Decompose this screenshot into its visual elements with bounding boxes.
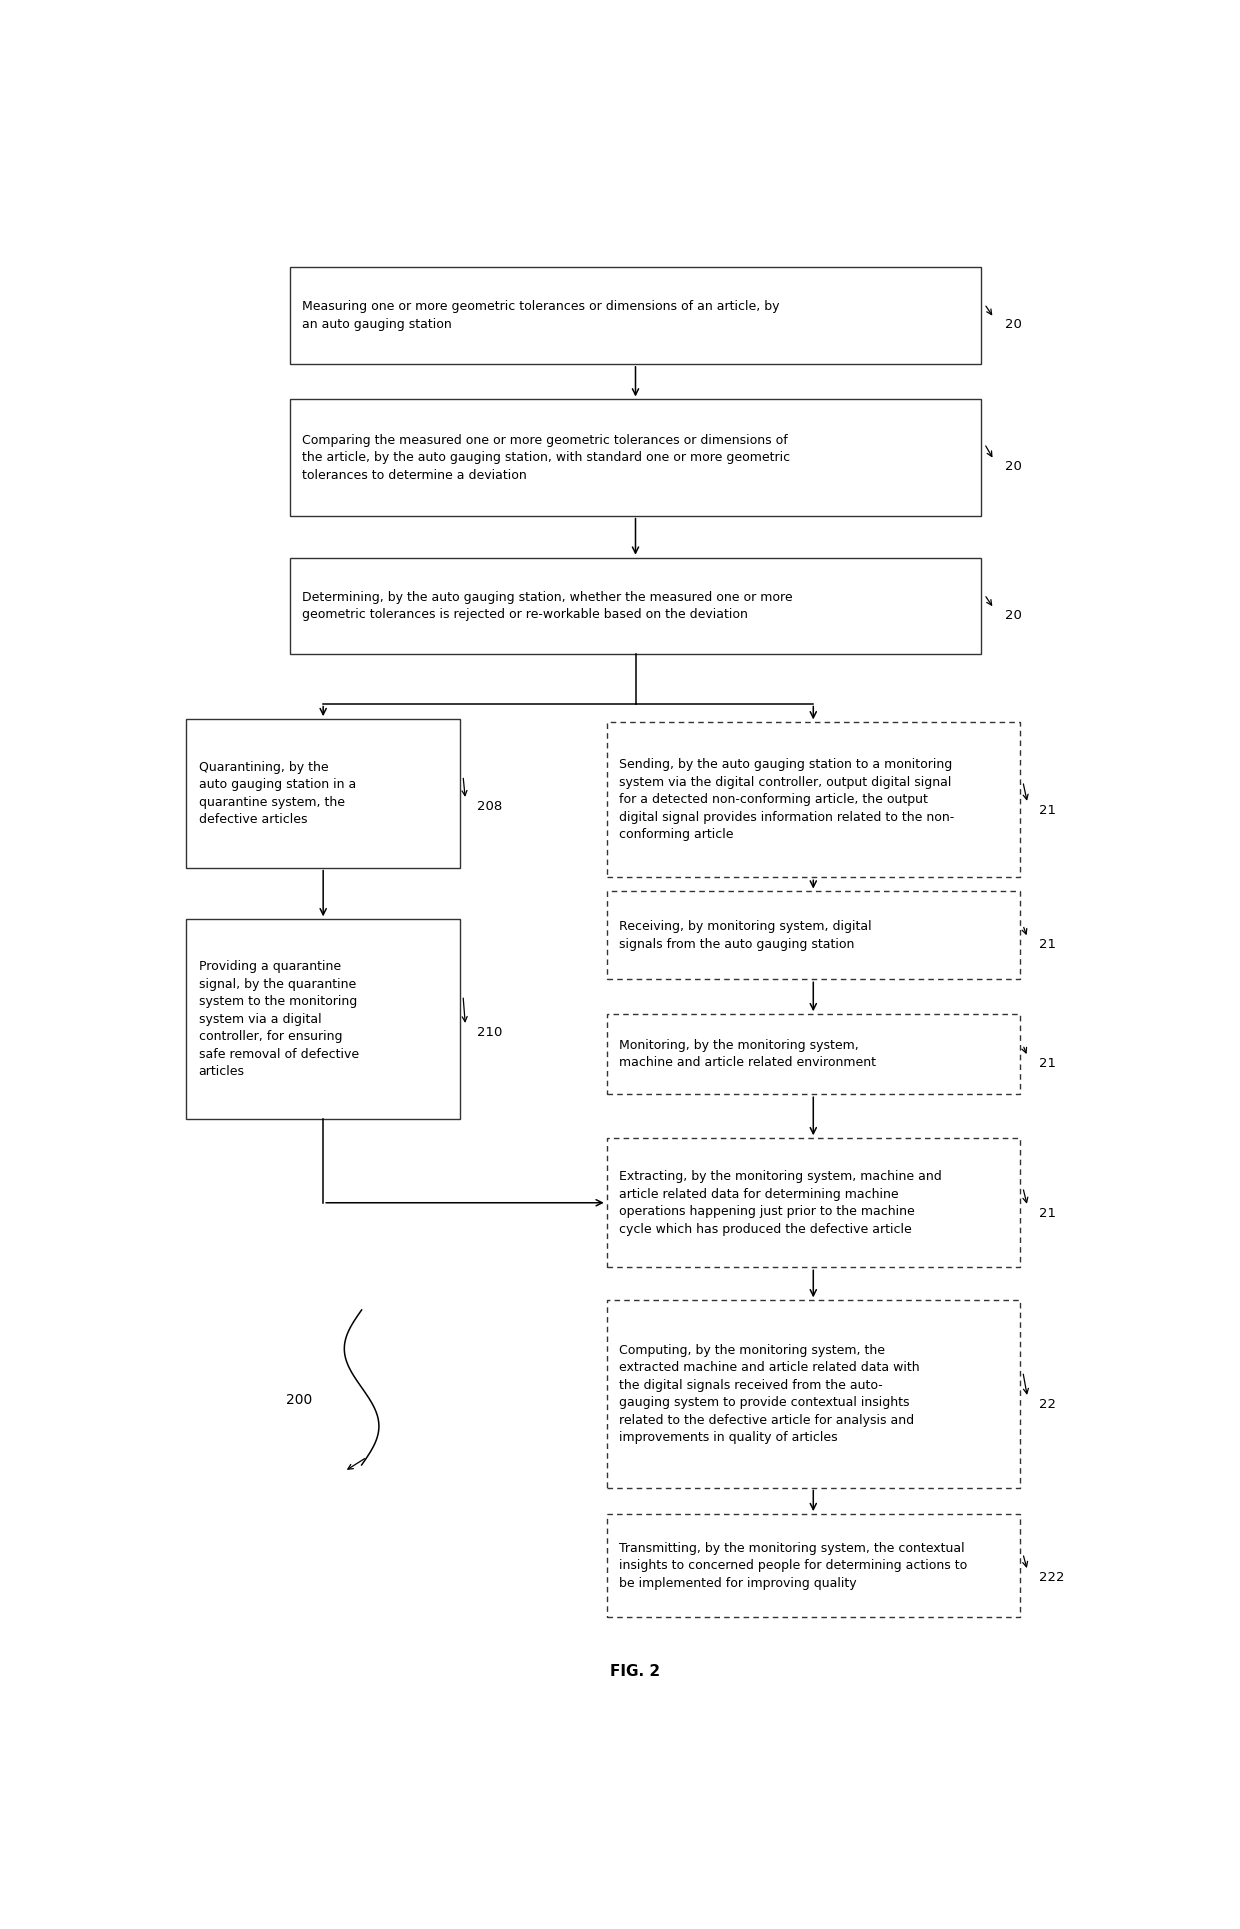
FancyBboxPatch shape: [606, 1300, 1021, 1487]
FancyBboxPatch shape: [606, 891, 1021, 980]
Text: Determining, by the auto gauging station, whether the measured one or more
geome: Determining, by the auto gauging station…: [303, 590, 792, 621]
Text: 20: 20: [1006, 608, 1022, 621]
Text: 222: 222: [1039, 1570, 1065, 1584]
Text: Transmitting, by the monitoring system, the contextual
insights to concerned peo: Transmitting, by the monitoring system, …: [619, 1541, 967, 1589]
FancyBboxPatch shape: [290, 557, 982, 654]
FancyBboxPatch shape: [186, 920, 460, 1119]
FancyBboxPatch shape: [290, 266, 982, 365]
Text: 200: 200: [286, 1393, 312, 1408]
Text: Monitoring, by the monitoring system,
machine and article related environment: Monitoring, by the monitoring system, ma…: [619, 1040, 877, 1069]
Text: 21: 21: [1039, 804, 1056, 816]
FancyBboxPatch shape: [606, 1138, 1021, 1267]
Text: FIG. 2: FIG. 2: [610, 1665, 661, 1678]
Text: 22: 22: [1039, 1399, 1056, 1410]
Text: Comparing the measured one or more geometric tolerances or dimensions of
the art: Comparing the measured one or more geome…: [303, 434, 790, 482]
FancyBboxPatch shape: [606, 1514, 1021, 1617]
Text: 20: 20: [1006, 318, 1022, 332]
Text: 21: 21: [1039, 1057, 1056, 1071]
Text: 208: 208: [477, 801, 502, 812]
Text: Measuring one or more geometric tolerances or dimensions of an article, by
an au: Measuring one or more geometric toleranc…: [303, 301, 780, 330]
Text: 20: 20: [1006, 459, 1022, 473]
Text: Sending, by the auto gauging station to a monitoring
system via the digital cont: Sending, by the auto gauging station to …: [619, 758, 955, 841]
Text: 210: 210: [477, 1026, 502, 1040]
Text: Receiving, by monitoring system, digital
signals from the auto gauging station: Receiving, by monitoring system, digital…: [619, 920, 872, 951]
Text: 21: 21: [1039, 937, 1056, 951]
Text: Quarantining, by the
auto gauging station in a
quarantine system, the
defective : Quarantining, by the auto gauging statio…: [198, 760, 356, 826]
FancyBboxPatch shape: [606, 1015, 1021, 1094]
Text: Computing, by the monitoring system, the
extracted machine and article related d: Computing, by the monitoring system, the…: [619, 1345, 920, 1445]
Text: Extracting, by the monitoring system, machine and
article related data for deter: Extracting, by the monitoring system, ma…: [619, 1171, 942, 1235]
FancyBboxPatch shape: [290, 399, 982, 515]
FancyBboxPatch shape: [186, 720, 460, 868]
Text: 21: 21: [1039, 1206, 1056, 1219]
FancyBboxPatch shape: [606, 721, 1021, 878]
Text: Providing a quarantine
signal, by the quarantine
system to the monitoring
system: Providing a quarantine signal, by the qu…: [198, 961, 358, 1078]
